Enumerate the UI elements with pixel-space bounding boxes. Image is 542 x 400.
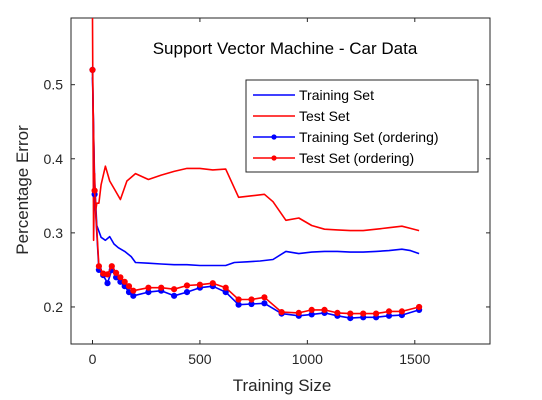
data-point [171, 286, 178, 293]
data-point [95, 263, 103, 270]
data-point [145, 284, 152, 291]
data-point [334, 309, 341, 316]
data-point [248, 296, 255, 303]
x-axis-label: Training Size [233, 376, 332, 395]
data-point [261, 300, 268, 307]
x-tick-label: 1000 [292, 351, 323, 367]
legend-marker [271, 155, 277, 161]
x-tick-label: 1500 [399, 351, 430, 367]
data-point [196, 281, 203, 288]
data-point [104, 271, 111, 278]
legend: Training Set Test Set Training Set (orderi… [245, 79, 479, 173]
series-line-test-set [91, 17, 420, 242]
series-test-set [91, 17, 420, 242]
data-point [171, 292, 178, 299]
data-point [117, 274, 124, 281]
data-point [104, 280, 111, 287]
data-point [130, 292, 137, 299]
legend-label: Test Set [299, 108, 350, 124]
legend-label: Training Set [299, 87, 374, 103]
data-point [278, 309, 285, 316]
data-point [222, 284, 229, 291]
y-tick-label: 0.5 [44, 77, 64, 93]
y-axis-label: Percentage Error [13, 125, 32, 255]
legend-marker [271, 134, 277, 140]
data-point [360, 310, 367, 317]
x-tick-label: 500 [188, 351, 212, 367]
data-point [158, 284, 165, 291]
ticks: 0 500 1000 1500 0.2 0.3 0.4 0.5 [44, 18, 490, 367]
data-point [183, 282, 191, 289]
data-point [347, 310, 354, 317]
data-point [130, 287, 137, 294]
data-point [261, 294, 268, 301]
series-test-set-ordering [89, 66, 423, 317]
series-layer [89, 17, 423, 322]
data-point [183, 289, 191, 296]
data-point [373, 310, 380, 317]
data-point [125, 283, 133, 290]
legend-label: Test Set (ordering) [299, 150, 414, 166]
data-point [416, 303, 423, 311]
data-point [108, 263, 115, 270]
data-point [321, 306, 328, 313]
y-tick-label: 0.4 [44, 151, 64, 167]
y-tick-label: 0.3 [44, 225, 64, 241]
y-tick-label: 0.2 [44, 299, 64, 315]
legend-label: Training Set (ordering) [299, 129, 439, 145]
x-tick-label: 0 [89, 351, 97, 367]
data-point [235, 301, 242, 308]
data-point [385, 308, 393, 315]
chart-title: Support Vector Machine - Car Data [153, 39, 418, 58]
data-point [121, 278, 128, 285]
data-point [91, 187, 98, 194]
data-point [295, 309, 302, 316]
data-point [209, 280, 216, 287]
data-point [89, 66, 96, 74]
data-point [398, 308, 405, 315]
data-point [113, 269, 120, 276]
data-point [308, 306, 315, 313]
series-training-set [91, 77, 420, 267]
series-line-training-set [91, 77, 420, 267]
data-point [235, 296, 242, 303]
